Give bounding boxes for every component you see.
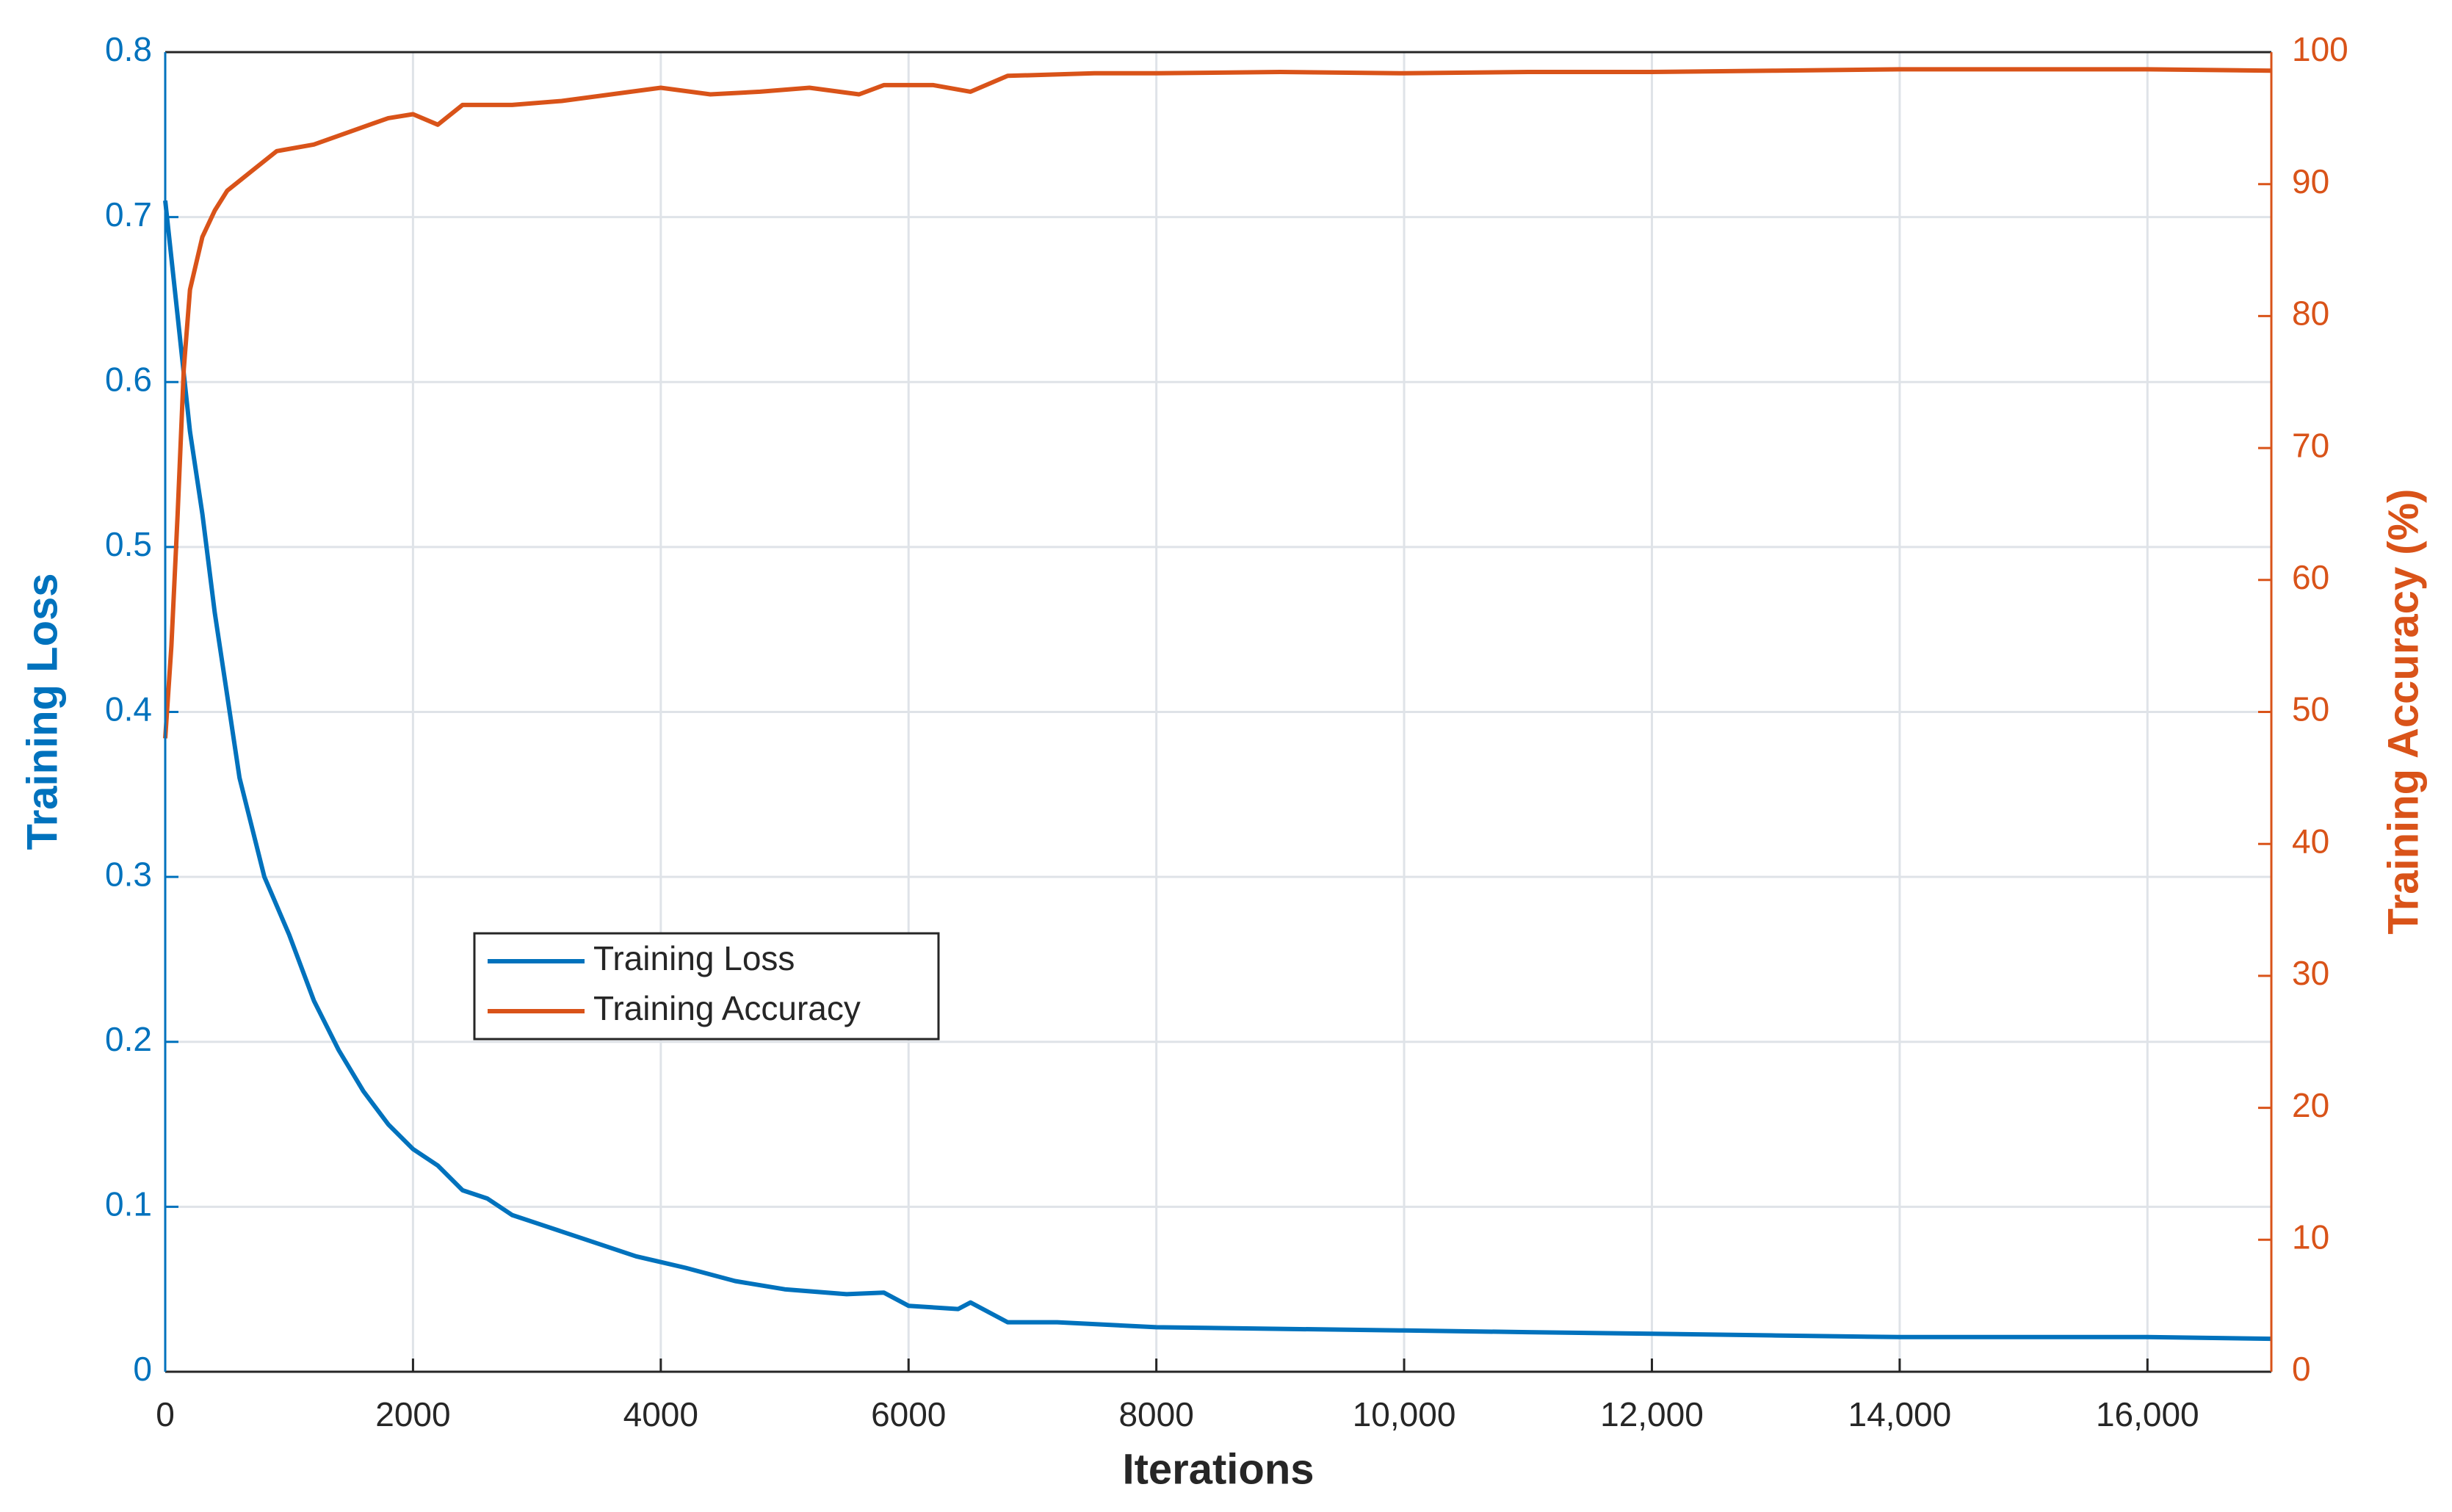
y2-tick-label: 90 xyxy=(2292,162,2329,200)
y-tick-label: 0 xyxy=(133,1350,152,1388)
x-tick-label: 0 xyxy=(156,1395,175,1433)
y-tick-label: 0.1 xyxy=(105,1185,152,1223)
x-tick-label: 10,000 xyxy=(1353,1395,1456,1433)
y2-tick-label: 70 xyxy=(2292,426,2329,464)
y-tick-label: 0.7 xyxy=(105,195,152,234)
legend-label: Training Accuracy xyxy=(593,989,861,1027)
line-series xyxy=(163,67,2272,739)
x-tick-label: 14,000 xyxy=(1848,1395,1952,1433)
y-tick-label: 0.6 xyxy=(105,360,152,398)
x-tick-label: 2000 xyxy=(375,1395,450,1433)
y2-tick-label: 30 xyxy=(2292,954,2329,992)
line-series xyxy=(163,200,2272,1342)
x-tick-label: 8000 xyxy=(1118,1395,1193,1433)
y2-tick-label: 80 xyxy=(2292,294,2329,333)
y2-tick-label: 10 xyxy=(2292,1218,2329,1256)
y2-tick-label: 40 xyxy=(2292,822,2329,860)
legend-label: Training Loss xyxy=(593,939,795,977)
x-tick-label: 16,000 xyxy=(2096,1395,2199,1433)
y-tick-label: 0.2 xyxy=(105,1020,152,1058)
y2-tick-label: 0 xyxy=(2292,1350,2311,1388)
legend-box xyxy=(473,932,940,1041)
y-tick-label: 0.4 xyxy=(105,690,152,728)
y2-tick-label: 60 xyxy=(2292,558,2329,596)
y-axis-label: Training Loss xyxy=(18,573,66,850)
y-tick-label: 0.8 xyxy=(105,30,152,68)
x-tick-label: 6000 xyxy=(871,1395,946,1433)
y2-tick-label: 50 xyxy=(2292,690,2329,728)
y2-tick-label: 20 xyxy=(2292,1086,2329,1124)
y-tick-label: 0.5 xyxy=(105,525,152,563)
y-tick-label: 0.3 xyxy=(105,855,152,893)
x-tick-label: 12,000 xyxy=(1600,1395,1704,1433)
x-axis-label: Iterations xyxy=(1122,1445,1314,1493)
y2-axis-label: Training Accuracy (%) xyxy=(2379,488,2427,934)
y2-tick-label: 100 xyxy=(2292,30,2348,68)
x-tick-label: 4000 xyxy=(623,1395,698,1433)
